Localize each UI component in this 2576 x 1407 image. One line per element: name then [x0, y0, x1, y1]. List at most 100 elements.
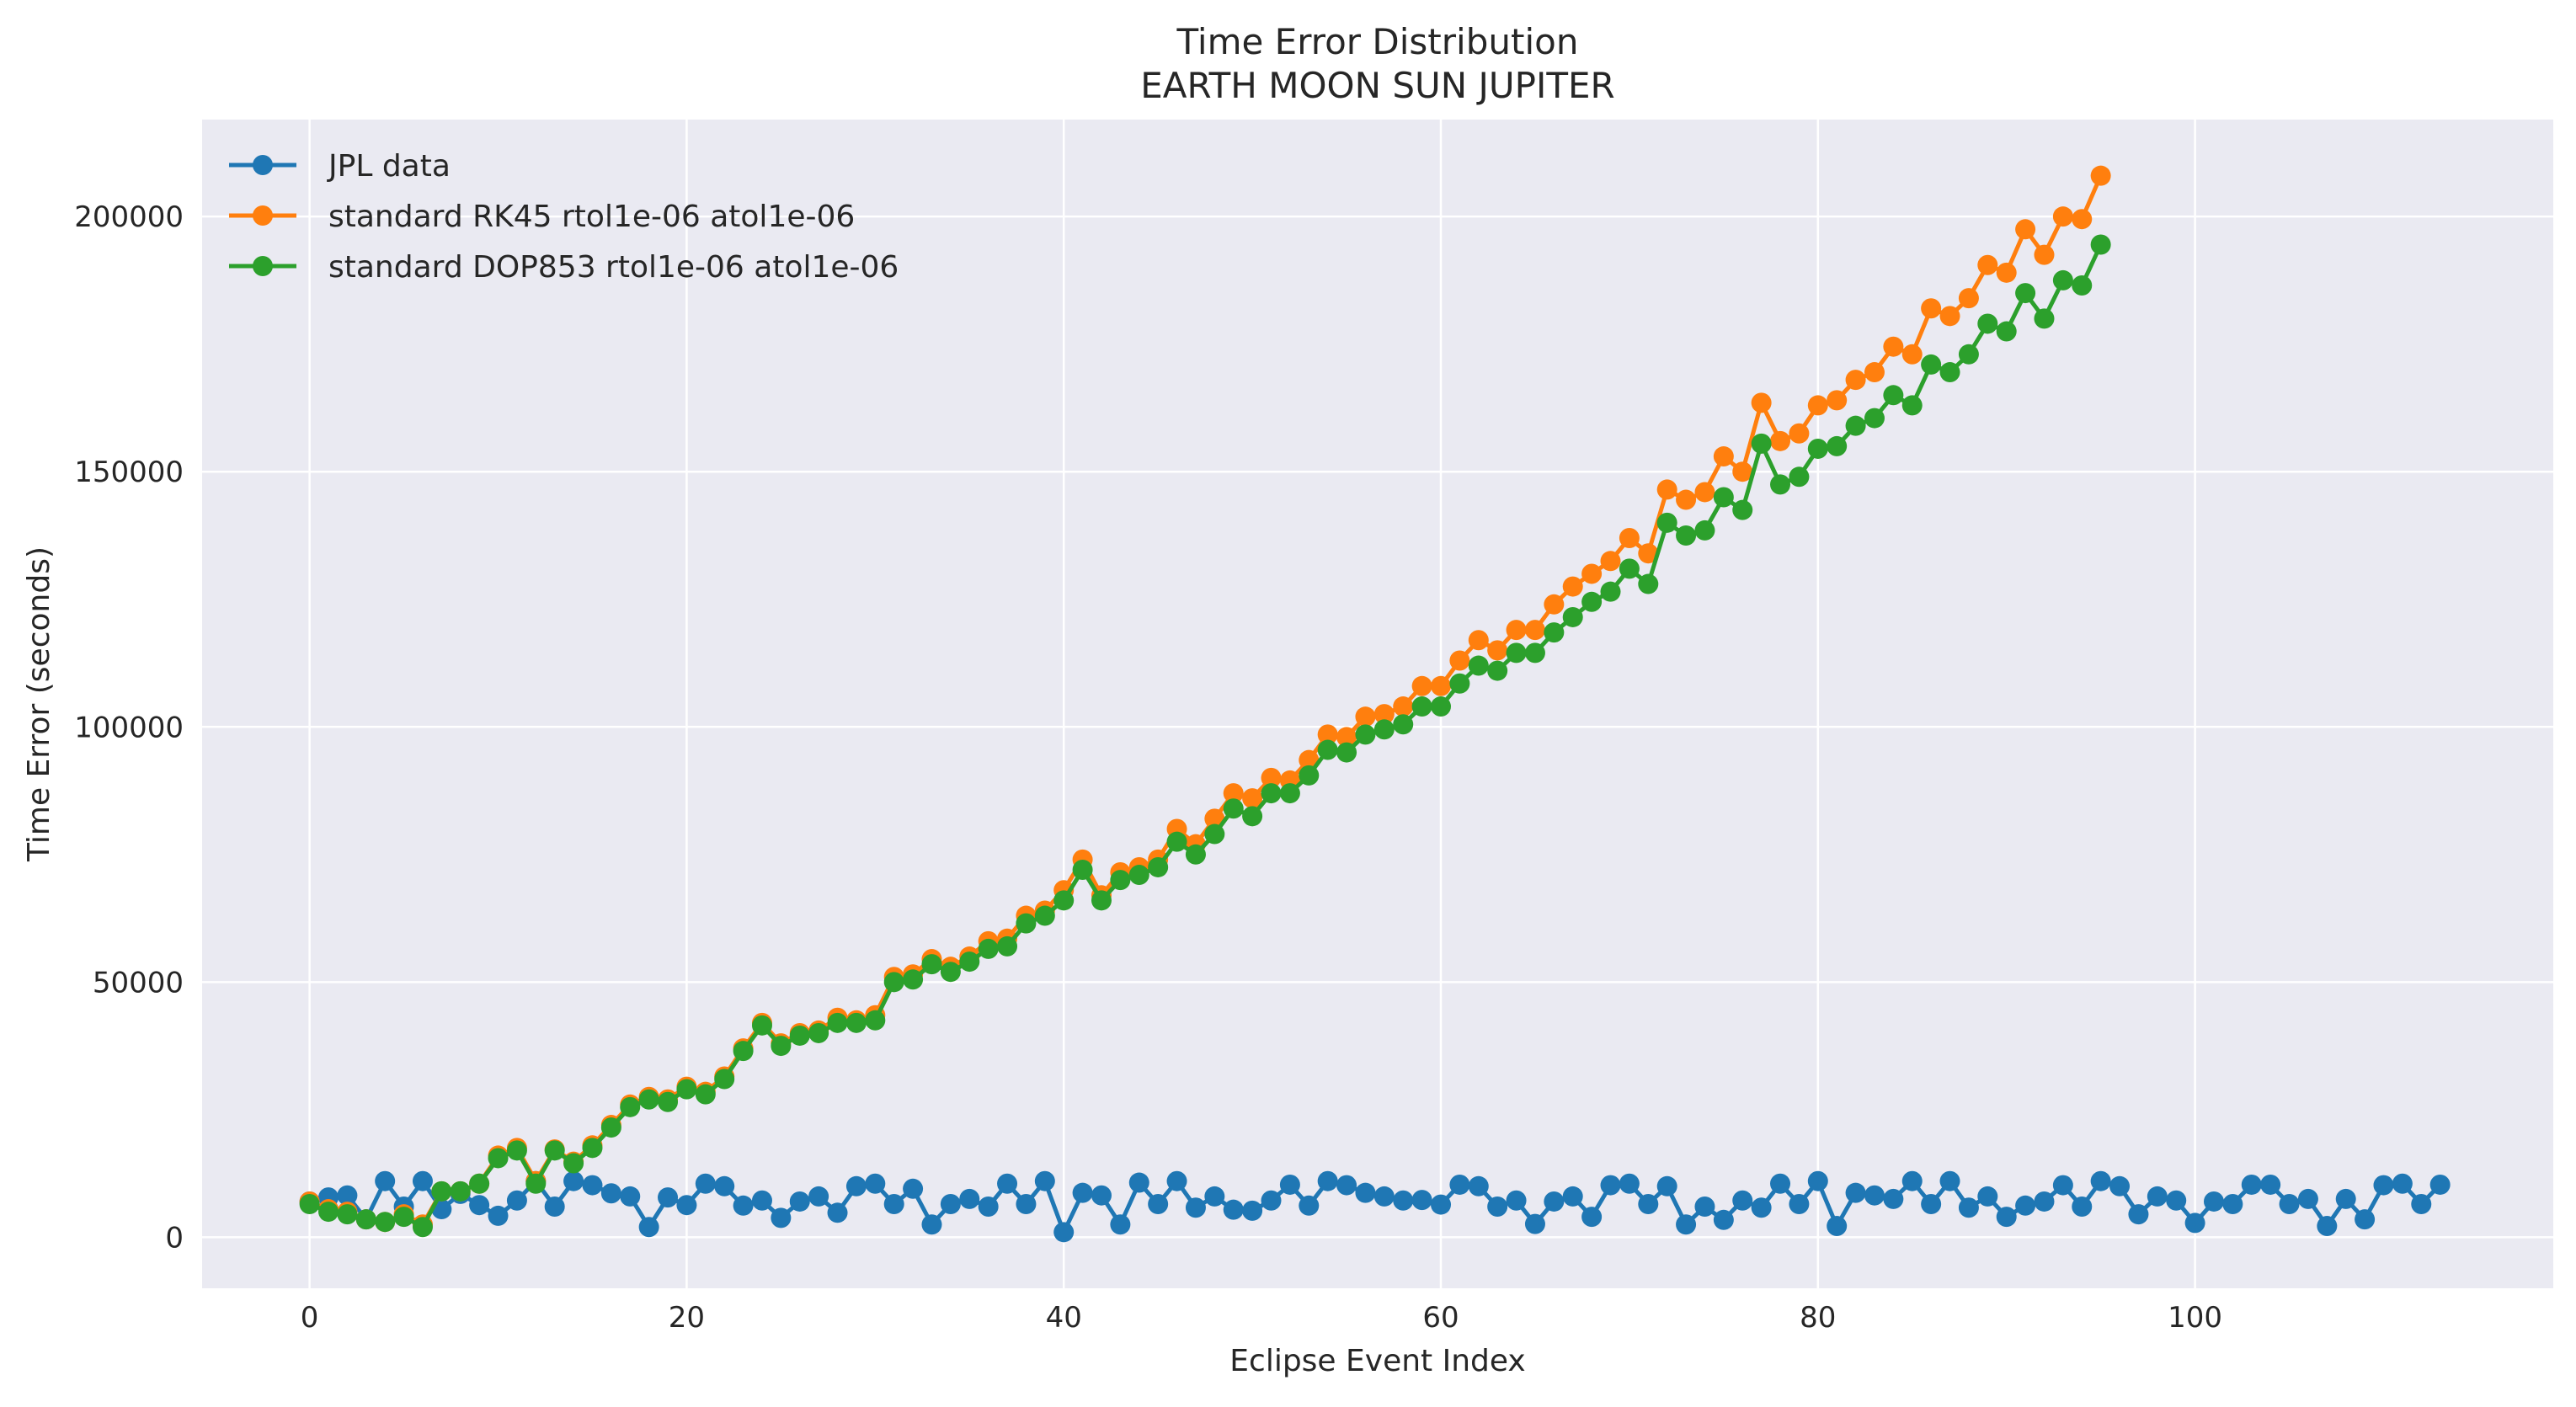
data-point	[355, 1209, 376, 1230]
data-point	[2015, 219, 2036, 240]
data-point	[2072, 274, 2093, 296]
data-point	[1827, 1216, 1848, 1237]
data-point	[1600, 1175, 1621, 1196]
data-point	[676, 1079, 697, 1100]
data-point	[1279, 783, 1300, 804]
data-point	[1807, 438, 1828, 459]
data-point	[1128, 1172, 1149, 1193]
data-point	[638, 1089, 659, 1110]
data-point	[600, 1117, 621, 1138]
data-point	[1355, 706, 1376, 727]
data-point	[1261, 1190, 1282, 1211]
data-point	[695, 1084, 716, 1105]
data-point	[1449, 1174, 1470, 1195]
data-point	[375, 1170, 396, 1191]
data-point	[940, 962, 961, 983]
data-point	[1053, 1222, 1075, 1243]
x-tick-label: 0	[301, 1301, 319, 1335]
x-tick-label: 80	[1800, 1301, 1836, 1335]
data-point	[2015, 283, 2036, 304]
data-point	[1619, 558, 1640, 579]
data-point	[582, 1175, 603, 1196]
legend-entry-dop853: standard DOP853 rtol1e-06 atol1e-06	[229, 250, 899, 285]
data-point	[1091, 1185, 1112, 1206]
data-point	[695, 1173, 716, 1194]
data-point	[1977, 254, 1998, 275]
data-point	[1732, 1190, 1753, 1211]
data-point	[1223, 798, 1244, 819]
series-0	[299, 1170, 2451, 1243]
data-point	[2147, 1186, 2168, 1207]
data-point	[1317, 739, 1338, 760]
data-point	[1317, 724, 1338, 745]
data-point	[1581, 563, 1603, 584]
data-point	[1355, 724, 1376, 745]
data-point	[1336, 727, 1357, 748]
data-point	[1789, 466, 1810, 488]
data-point	[1299, 765, 1320, 786]
data-point	[1411, 696, 1432, 717]
chart-subtitle: EARTH MOON SUN JUPITER	[1140, 65, 1615, 106]
data-point	[1562, 1186, 1583, 1207]
data-point	[638, 1217, 659, 1238]
data-point	[1713, 487, 1734, 508]
data-point	[865, 1010, 886, 1031]
data-point	[1694, 482, 1715, 503]
data-point	[1299, 1195, 1320, 1216]
data-point	[1676, 1214, 1697, 1235]
x-tick-label: 40	[1046, 1301, 1082, 1335]
data-point	[997, 935, 1018, 957]
data-point	[2052, 269, 2073, 290]
data-point	[1751, 392, 1772, 413]
data-point	[1770, 430, 1791, 451]
data-point	[318, 1202, 339, 1223]
data-point	[1600, 581, 1621, 602]
data-point	[2241, 1174, 2262, 1195]
data-point	[808, 1022, 829, 1043]
data-point	[978, 938, 999, 959]
data-point	[2429, 1174, 2451, 1195]
data-point	[506, 1140, 527, 1161]
data-point	[1694, 520, 1715, 541]
data-point	[1506, 620, 1527, 641]
data-point	[978, 1196, 999, 1218]
data-point	[2128, 1204, 2149, 1225]
data-point	[1336, 742, 1357, 763]
x-tick-label: 20	[669, 1301, 705, 1335]
data-point	[997, 1173, 1018, 1194]
data-point	[1827, 435, 1848, 456]
data-point	[771, 1036, 792, 1057]
data-point	[2373, 1175, 2394, 1196]
legend-label-dop853: standard DOP853 rtol1e-06 atol1e-06	[328, 250, 899, 285]
data-point	[431, 1180, 452, 1202]
data-point	[1713, 446, 1734, 467]
chart-title: Time Error Distribution	[1176, 21, 1579, 62]
data-point	[1487, 660, 1508, 681]
data-point	[959, 951, 980, 973]
data-point	[2034, 1191, 2055, 1212]
data-point	[1431, 1194, 1452, 1215]
data-point	[1996, 262, 2017, 283]
data-point	[1393, 714, 1414, 735]
data-point	[1883, 385, 1904, 406]
data-point	[488, 1205, 509, 1226]
data-point	[1864, 1185, 1885, 1206]
data-point	[1148, 856, 1169, 877]
data-point	[1053, 890, 1075, 911]
data-point	[1939, 306, 1960, 327]
data-point	[1770, 1173, 1791, 1194]
data-point	[1845, 1182, 1866, 1203]
data-point	[1977, 1186, 1998, 1207]
data-point	[1487, 640, 1508, 661]
data-point	[1901, 344, 1923, 365]
data-point	[1166, 831, 1187, 852]
data-point	[1110, 1214, 1131, 1235]
data-point	[1751, 1197, 1772, 1218]
data-point	[2222, 1193, 2243, 1214]
data-point	[827, 1012, 848, 1033]
legend-entry-jpl: JPL data	[229, 149, 451, 184]
data-point	[1996, 1207, 2017, 1228]
data-point	[789, 1191, 810, 1212]
data-point	[1713, 1209, 1734, 1230]
